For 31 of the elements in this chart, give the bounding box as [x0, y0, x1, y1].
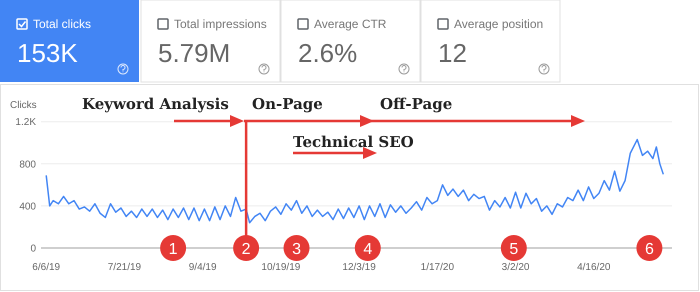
text: Average position: [454, 17, 544, 31]
annotation: 5: [509, 241, 518, 258]
text: Off-Page: [380, 95, 452, 113]
y-tick-label: 0: [30, 244, 36, 254]
text: 153K: [17, 38, 78, 68]
annotation: 2: [242, 241, 251, 258]
text: 5.79M: [158, 38, 230, 68]
text: 2.6%: [298, 38, 358, 68]
annotation: 3: [292, 241, 302, 258]
text: Keyword Analysis: [82, 95, 229, 113]
x-tick-label: 12/3/19: [342, 262, 376, 273]
x-tick-label: 7/21/19: [108, 262, 142, 273]
text: Total clicks: [33, 17, 92, 31]
x-tick-label: 10/19/19: [261, 262, 301, 273]
annotation: Technical SEO: [293, 133, 414, 151]
x-tick-label: 9/4/19: [188, 262, 217, 273]
text: Average CTR: [314, 17, 387, 31]
text: On-Page: [252, 95, 323, 113]
text: Total impressions: [174, 17, 267, 31]
annotation: 4: [363, 241, 372, 258]
x-tick-label: 3/2/20: [502, 262, 530, 273]
annotation: 1: [168, 241, 178, 258]
text: 12: [438, 38, 467, 68]
y-tick-label: 800: [19, 159, 36, 170]
y-tick-label: 1.2K: [15, 117, 36, 128]
y-tick-label: 400: [19, 201, 36, 212]
y-axis-title: Clicks: [10, 100, 37, 111]
x-tick-label: 1/17/20: [420, 262, 454, 273]
x-tick-label: 4/16/20: [577, 262, 611, 273]
annotation: 6: [644, 241, 654, 258]
x-tick-label: 6/6/19: [32, 262, 61, 273]
